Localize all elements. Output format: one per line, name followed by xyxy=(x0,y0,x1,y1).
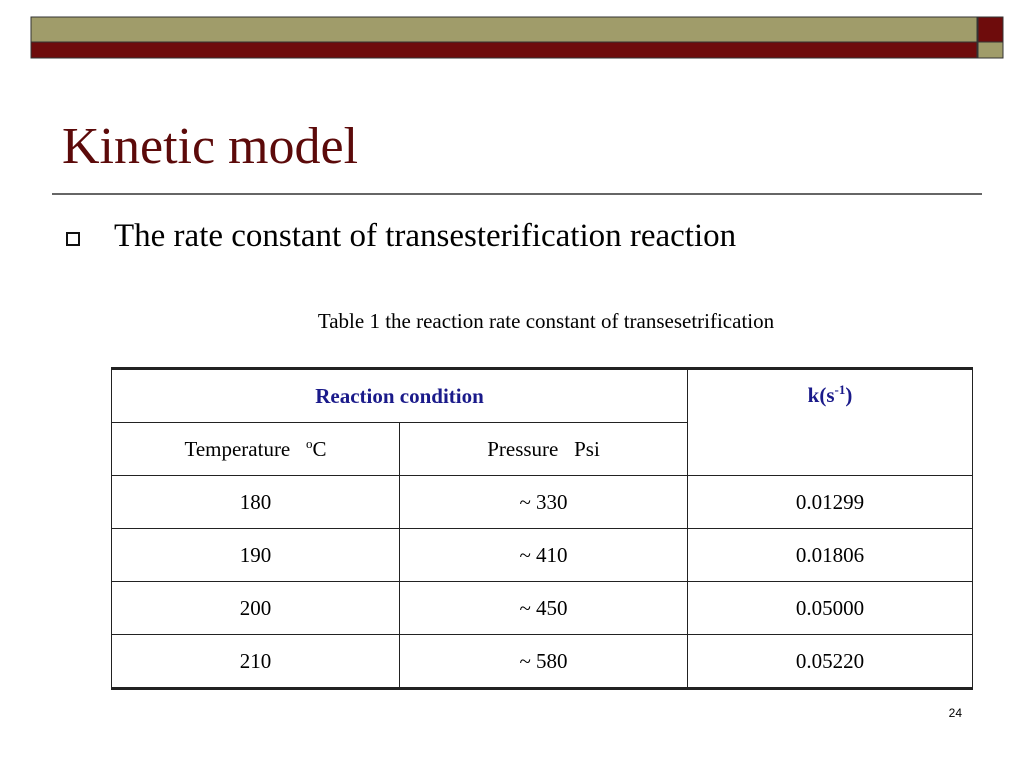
page-number: 24 xyxy=(948,706,962,720)
header-text: k(s xyxy=(807,383,835,407)
table-cell: ~ 580 xyxy=(399,634,688,689)
header-text: ) xyxy=(845,383,853,407)
table-row: 180 ~ 330 0.01299 xyxy=(111,475,973,529)
table-cell: 200 xyxy=(111,581,400,635)
table-cell: 190 xyxy=(111,528,400,582)
table-cell: ~ 330 xyxy=(399,475,688,529)
header-sup: -1 xyxy=(834,382,846,397)
red-square xyxy=(977,16,1004,43)
olive-square xyxy=(977,41,1004,59)
table-row: 200 ~ 450 0.05000 xyxy=(111,581,973,635)
table-cell: ~ 450 xyxy=(399,581,688,635)
olive-bar xyxy=(30,16,978,43)
bullet-marker xyxy=(66,232,80,246)
red-bar xyxy=(30,41,978,59)
data-table: Reaction condition k(s-1) Temperature oC… xyxy=(111,367,973,690)
header-text: Temperature xyxy=(184,437,291,461)
header-row: Temperature oC Pressure Psi xyxy=(111,422,973,476)
table-cell: 0.05000 xyxy=(687,581,973,635)
header-sup: o xyxy=(306,436,313,451)
table-row: 210 ~ 580 0.05220 xyxy=(111,634,973,689)
table-cell: ~ 410 xyxy=(399,528,688,582)
table-cell: 0.05220 xyxy=(687,634,973,689)
header-row: Reaction condition k(s-1) xyxy=(111,368,973,476)
table-cell: 210 xyxy=(111,634,400,689)
table-cell: 0.01806 xyxy=(687,528,973,582)
header-cell: k(s-1) xyxy=(687,368,973,476)
table-caption: Table 1 the reaction rate constant of tr… xyxy=(317,309,775,333)
header-text: C xyxy=(312,437,327,461)
slide-decoration xyxy=(30,16,1004,195)
bullet-text: The rate constant of transesterification… xyxy=(114,218,737,254)
slide-title: Kinetic model xyxy=(62,118,359,175)
table-cell: 180 xyxy=(111,475,400,529)
table-cell: 0.01299 xyxy=(687,475,973,529)
table-row: 190 ~ 410 0.01806 xyxy=(111,528,973,582)
header-cell: Pressure Psi xyxy=(399,422,688,476)
header-cell: Temperature oC xyxy=(111,422,400,476)
header-cell: Reaction condition xyxy=(111,368,688,423)
